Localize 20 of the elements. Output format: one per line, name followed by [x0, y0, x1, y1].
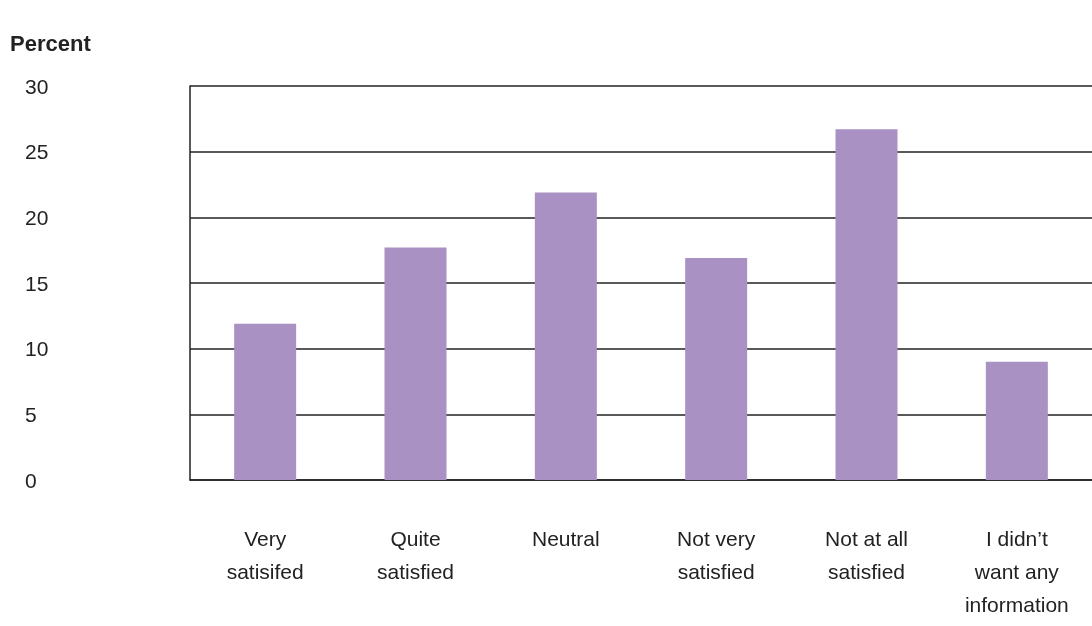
bar — [835, 129, 898, 480]
bar — [234, 323, 297, 480]
bar — [384, 247, 447, 480]
y-tick-label: 25 — [25, 140, 49, 164]
y-tick-label: 10 — [25, 337, 49, 361]
y-axis-title: Percent — [10, 30, 92, 56]
bar — [685, 258, 748, 480]
y-tick-label: 5 — [25, 402, 37, 426]
x-tick-label: Not very satisfied — [677, 527, 756, 583]
y-tick-label: 15 — [25, 271, 49, 295]
x-tick-label: Quite satisfied — [376, 527, 455, 583]
x-tick-label: Not at all satisfied — [825, 527, 908, 583]
x-tick-label: Neutral — [531, 527, 600, 550]
x-tick-label: Very satisifed — [226, 527, 304, 583]
x-tick-label: I didn’t want any information — [964, 527, 1069, 616]
y-tick-label: 0 — [25, 468, 37, 492]
y-tick-label: 20 — [25, 205, 49, 229]
bar — [534, 192, 597, 480]
y-tick-label: 30 — [25, 74, 49, 98]
bar — [985, 361, 1048, 480]
